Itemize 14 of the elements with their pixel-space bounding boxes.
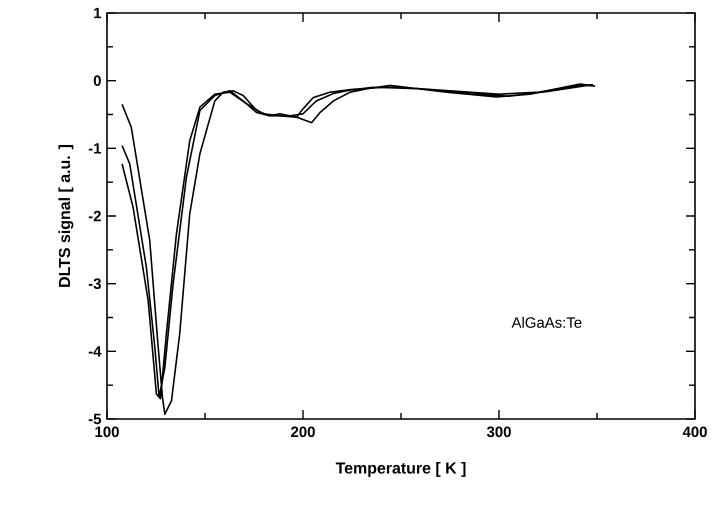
y-tick-label: -2 <box>88 210 101 222</box>
y-tick-label: -4 <box>88 346 102 356</box>
y-axis-title: DLTS signal [ a.u. ] <box>58 145 74 287</box>
annotation: AlGaAs:Te <box>512 316 582 328</box>
x-tick-label: 300 <box>486 426 511 438</box>
y-tick-label: 0 <box>94 75 101 86</box>
y-tick-label: -5 <box>88 414 102 424</box>
y-tick-label: 1 <box>94 8 102 18</box>
x-tick-label: 200 <box>291 426 315 438</box>
y-tick-label: -1 <box>88 143 102 154</box>
x-axis-title: Temperature [ K ] <box>336 462 466 477</box>
x-tick-label: 400 <box>682 426 707 438</box>
y-tick-label: -3 <box>88 278 101 289</box>
x-tick-label: 100 <box>95 426 119 438</box>
